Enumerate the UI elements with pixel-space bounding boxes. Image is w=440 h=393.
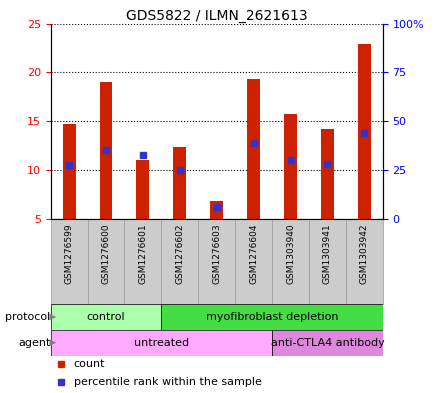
FancyBboxPatch shape xyxy=(235,219,272,304)
Text: GSM1303940: GSM1303940 xyxy=(286,223,295,284)
FancyBboxPatch shape xyxy=(125,219,161,304)
FancyBboxPatch shape xyxy=(272,330,383,356)
FancyBboxPatch shape xyxy=(309,219,346,304)
Bar xyxy=(284,114,297,219)
Bar xyxy=(99,82,113,219)
Text: GSM1303941: GSM1303941 xyxy=(323,223,332,284)
Text: GSM1303942: GSM1303942 xyxy=(360,223,369,284)
Text: GSM1276601: GSM1276601 xyxy=(138,223,147,284)
Text: untreated: untreated xyxy=(134,338,189,348)
Text: myofibroblast depletion: myofibroblast depletion xyxy=(206,312,338,322)
FancyBboxPatch shape xyxy=(88,219,125,304)
Title: GDS5822 / ILMN_2621613: GDS5822 / ILMN_2621613 xyxy=(126,9,308,22)
Text: percentile rank within the sample: percentile rank within the sample xyxy=(74,377,262,387)
FancyBboxPatch shape xyxy=(51,219,88,304)
Text: anti-CTLA4 antibody: anti-CTLA4 antibody xyxy=(271,338,384,348)
FancyBboxPatch shape xyxy=(161,304,383,330)
FancyBboxPatch shape xyxy=(51,330,272,356)
Bar xyxy=(321,129,334,219)
Text: GSM1276600: GSM1276600 xyxy=(102,223,110,284)
FancyBboxPatch shape xyxy=(198,219,235,304)
Text: count: count xyxy=(74,359,105,369)
Bar xyxy=(173,147,186,219)
FancyBboxPatch shape xyxy=(346,219,383,304)
FancyBboxPatch shape xyxy=(272,219,309,304)
Bar xyxy=(358,44,371,219)
Text: agent: agent xyxy=(18,338,51,348)
Bar xyxy=(247,79,260,219)
Bar xyxy=(136,160,149,219)
Bar xyxy=(62,124,76,219)
FancyBboxPatch shape xyxy=(161,219,198,304)
Text: GSM1276604: GSM1276604 xyxy=(249,223,258,284)
Bar xyxy=(210,201,223,219)
Text: control: control xyxy=(87,312,125,322)
Text: protocol: protocol xyxy=(5,312,51,322)
Text: GSM1276602: GSM1276602 xyxy=(175,223,184,284)
FancyBboxPatch shape xyxy=(51,304,161,330)
Text: GSM1276603: GSM1276603 xyxy=(212,223,221,284)
Text: GSM1276599: GSM1276599 xyxy=(65,223,73,284)
